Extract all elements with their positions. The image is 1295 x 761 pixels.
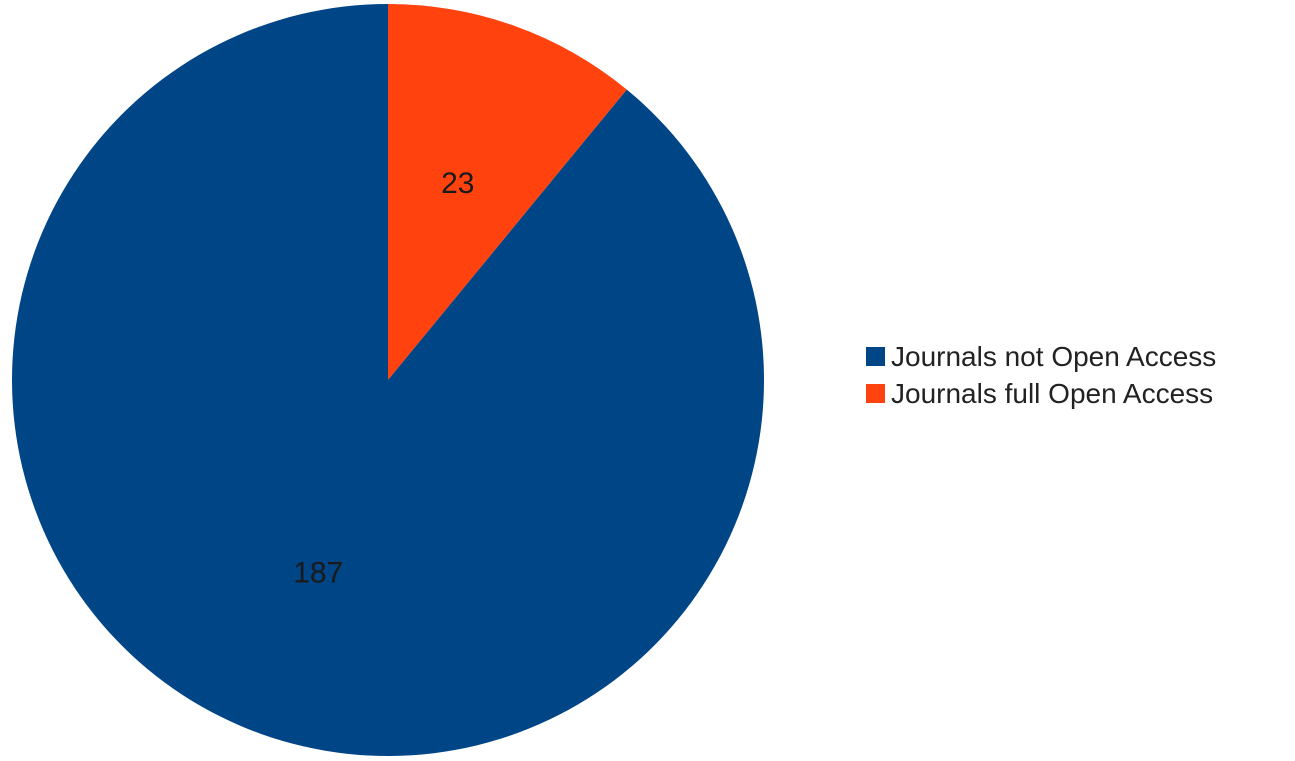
legend-swatch-full-open-access — [866, 384, 885, 403]
legend-item-full-open-access: Journals full Open Access — [866, 375, 1216, 412]
pie-slice-full-open-access — [388, 4, 627, 380]
legend-label-not-open-access: Journals not Open Access — [891, 340, 1217, 372]
data-label-full-open-access: 23 — [441, 167, 474, 200]
pie-slice-not-open-access — [12, 4, 765, 757]
chart-legend: Journals not Open Access Journals full O… — [866, 338, 1216, 412]
legend-item-not-open-access: Journals not Open Access — [866, 338, 1216, 375]
data-label-not-open-access: 187 — [293, 557, 343, 590]
legend-label-full-open-access: Journals full Open Access — [891, 377, 1214, 409]
legend-swatch-not-open-access — [866, 347, 885, 366]
